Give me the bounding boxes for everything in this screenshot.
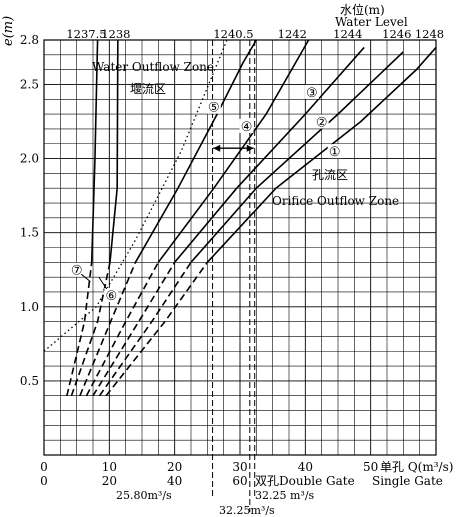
double-gate-label: 双孔Double Gate <box>255 474 355 488</box>
marker-bg <box>314 114 329 129</box>
single-gate-label: 单孔 Q(m³/s) <box>380 460 453 474</box>
labels: e(m) 水位(m) Water Level Water Outflow Zon… <box>1 2 453 517</box>
x-double-tick-label: 40 <box>167 474 182 488</box>
marker-bg <box>69 262 84 277</box>
water-level-label: 1242 <box>278 27 307 41</box>
y-tick-label: 0.5 <box>20 374 39 388</box>
curve-label: ⑦ <box>71 264 83 279</box>
series-line <box>90 39 99 263</box>
series-line-lower <box>79 262 137 397</box>
curve-label: ⑤ <box>208 101 220 116</box>
orifice-zone-label-cn: 孔流区 <box>312 168 348 182</box>
series-line-lower <box>92 261 176 397</box>
marker-bg <box>327 144 342 159</box>
leader-line <box>98 276 108 290</box>
series-line <box>190 51 404 263</box>
series-line <box>134 39 258 263</box>
series-line-lower <box>105 261 208 397</box>
water-level-label: 1240.5 <box>213 27 253 41</box>
leader-line <box>80 273 91 282</box>
series-line <box>157 39 310 263</box>
arrowhead-left <box>213 144 221 152</box>
x-single-tick-label: 0 <box>40 460 48 474</box>
x-single-tick-label: 50 <box>363 460 378 474</box>
ref-label-q1: 25.80m³/s <box>116 489 172 502</box>
marker-bg <box>239 118 254 133</box>
weir-orifice-boundary <box>43 39 228 352</box>
ref-label-q2: 32.25 m³/s <box>255 489 315 502</box>
series-line <box>174 46 365 263</box>
y-axis-label: e(m) <box>1 16 16 46</box>
series-line <box>109 39 119 263</box>
x-single-tick-label: 30 <box>232 460 247 474</box>
series-line-lower <box>85 261 160 397</box>
y-tick-label: 1.0 <box>20 300 39 314</box>
y-axis: 0.5 1.0 1.5 2.0 2.5 2.8 <box>20 33 39 388</box>
curve-label: ④ <box>241 120 253 135</box>
grid <box>43 39 437 456</box>
single-gate-label-en: Single Gate <box>372 474 443 488</box>
y-tick-label: 1.5 <box>20 226 39 240</box>
orifice-zone-label-en: Orifice Outflow Zone <box>272 194 399 208</box>
marker-bg <box>104 287 119 302</box>
y-tick-label: 2.8 <box>20 33 39 47</box>
water-level-label: 1248 <box>415 27 444 41</box>
top-axis-title-en: Water Level <box>335 15 408 29</box>
ref-label-q3: 32.25m³/s <box>219 504 275 517</box>
x-double-tick-label: 0 <box>40 474 48 488</box>
water-level-label: 1238 <box>101 27 130 41</box>
curve-label: ③ <box>306 86 318 101</box>
marker-bg <box>206 99 221 114</box>
water-level-label: 1244 <box>333 27 362 41</box>
y-tick-label: 2.5 <box>20 77 39 91</box>
curve-label: ① <box>329 145 341 160</box>
x-single-tick-label: 20 <box>167 460 182 474</box>
weir-zone-label-cn: 堰流区 <box>130 82 166 96</box>
marker-bg <box>304 84 319 99</box>
series-line-lower <box>66 262 93 396</box>
series-line-lower <box>70 262 111 396</box>
reference-lines <box>212 40 256 512</box>
plot-frame <box>43 39 437 456</box>
top-axis-title: 水位(m) <box>340 2 385 17</box>
y-tick-label: 2.0 <box>20 152 39 166</box>
x-double-tick-label: 20 <box>102 474 117 488</box>
water-level-label: 1237.5 <box>66 27 106 41</box>
x-single-tick-label: 10 <box>102 460 117 474</box>
series-line-lower <box>98 261 192 397</box>
arrowhead-right <box>246 144 254 152</box>
water-level-label: 1246 <box>382 27 411 41</box>
curve-label: ② <box>316 116 328 131</box>
x-axis: 0 10 20 30 40 500 20 40 60 <box>40 460 378 488</box>
curve-label: ⑥ <box>105 289 117 304</box>
weir-zone-label-en: Water Outflow Zone <box>92 60 214 74</box>
series-line <box>206 46 437 263</box>
x-single-tick-label: 40 <box>298 460 313 474</box>
x-double-tick-label: 60 <box>232 474 247 488</box>
